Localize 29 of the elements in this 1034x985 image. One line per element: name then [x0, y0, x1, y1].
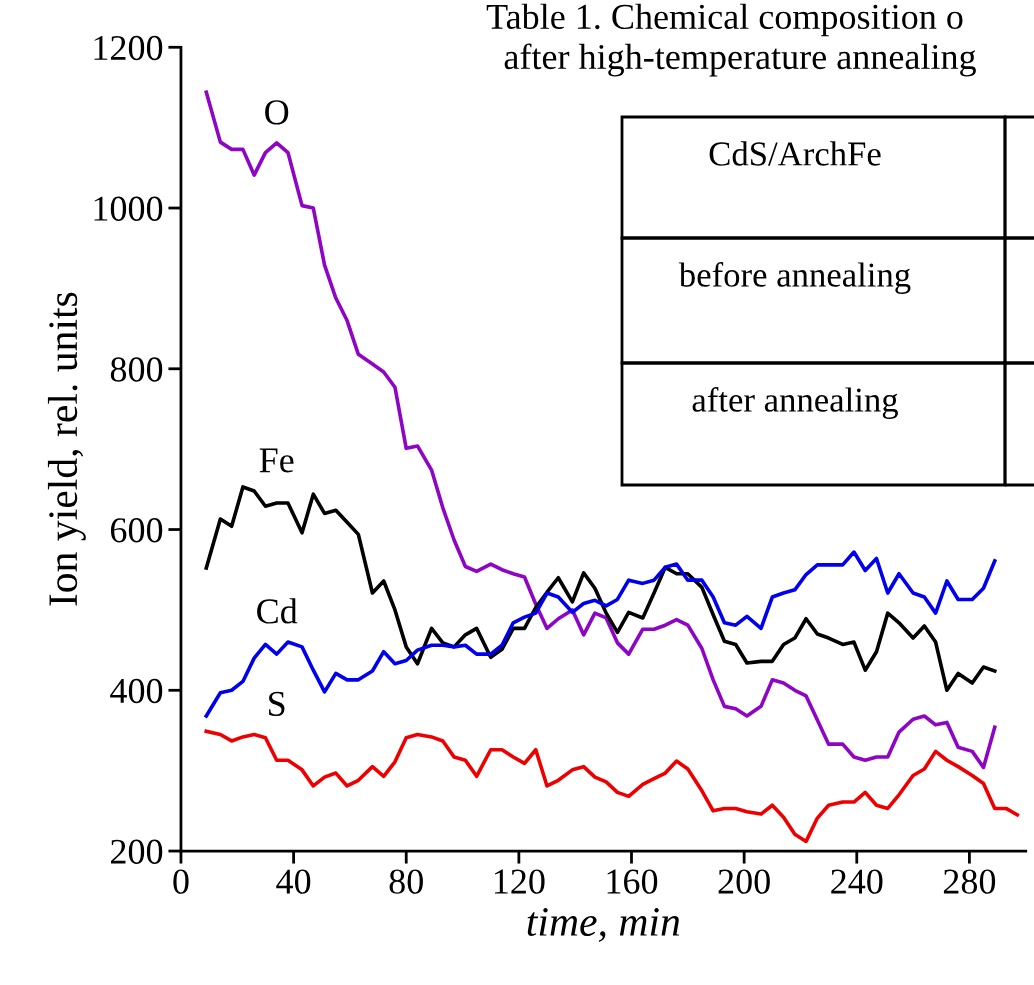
caption: Table 1. Chemical composition o [486, 3, 963, 37]
y-tick-label: 400 [110, 678, 163, 704]
series-label: Fe [259, 448, 294, 473]
x-axis-title: time, min [527, 908, 680, 943]
line-series [204, 485, 997, 693]
series-label: Cd [257, 598, 298, 624]
line-series [204, 550, 997, 718]
x-tick-label: 80 [389, 869, 423, 894]
x-tick-label: 120 [494, 869, 545, 894]
x-tick-label: 280 [943, 869, 996, 894]
x-tick-label: 160 [607, 869, 658, 894]
annotation: CdS/ArchFe [709, 141, 881, 166]
series-label: O [265, 100, 289, 125]
y-tick-label: 1200 [94, 35, 163, 61]
annotation: before annealing [678, 262, 911, 294]
y-axis-title: Ion yield, rel. units [47, 292, 86, 606]
x-tick-label: 200 [718, 869, 770, 894]
x-tick-label: 240 [831, 869, 883, 894]
y-tick-label: 600 [110, 518, 163, 543]
y-tick-label: 800 [110, 357, 163, 382]
line-series [204, 90, 997, 770]
annotation: after annealing [692, 387, 898, 419]
annotation: after high-temperature annealing [504, 43, 976, 77]
series-label: S [269, 691, 285, 717]
y-tick-label: 1000 [94, 196, 163, 221]
line-series [204, 729, 1020, 844]
y-tick-label: 200 [111, 839, 163, 864]
x-tick-label: 40 [276, 869, 311, 894]
x-tick-label: 0 [173, 869, 189, 894]
